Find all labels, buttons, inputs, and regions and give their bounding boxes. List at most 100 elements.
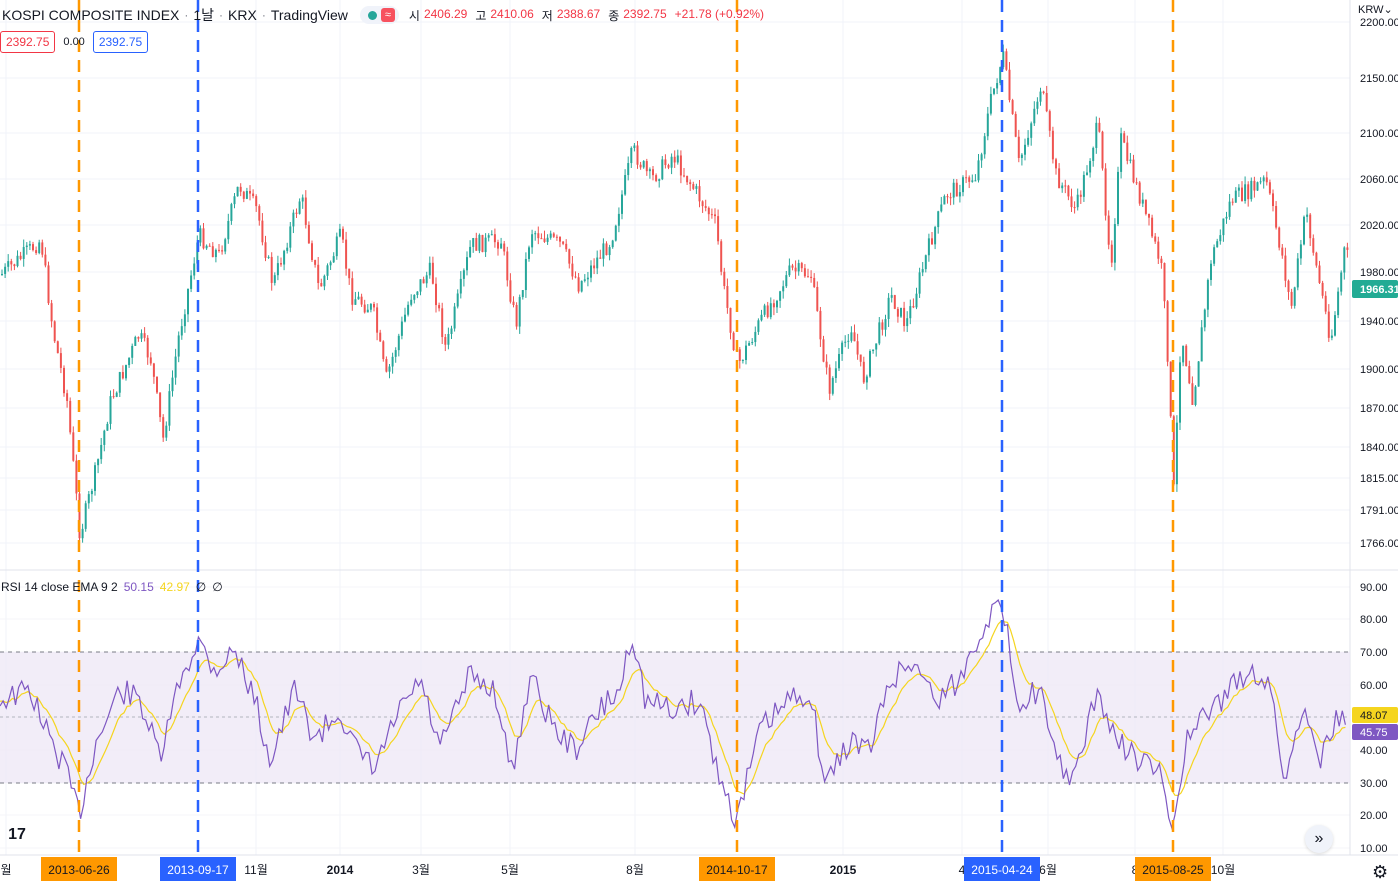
interval-label[interactable]: 1날 [193,7,215,23]
candle-body [769,303,772,318]
candle-body [515,304,518,327]
exchange-label: KRX [228,7,257,23]
sell-button[interactable]: 2392.75 [0,31,56,53]
gear-icon[interactable]: ⚙ [1372,862,1389,882]
currency-selector[interactable]: KRW⌄ [1358,4,1393,16]
candle-body [180,326,183,336]
date-marker-badge [160,857,236,881]
candle-body [729,307,732,333]
candle-body [13,264,16,267]
candle-body [97,459,100,466]
candle-body [227,220,230,240]
candle-body [534,233,537,235]
candle-body [66,393,69,401]
candle-body [103,430,106,445]
candle-body [1117,171,1119,225]
candle-body [345,239,348,269]
candle-body [357,296,360,300]
candle-body [996,83,999,89]
candle-body [1,273,3,275]
candle-body [258,206,261,221]
candle-body [692,184,695,189]
candle-body [165,425,168,438]
candle-body [84,503,87,529]
candle-body [1299,244,1302,259]
candle-body [214,249,217,258]
candle-body [512,301,515,305]
candle-body [1250,180,1253,200]
candle-body [1113,224,1116,263]
market-open-dot-icon [367,10,377,20]
market-status-pill[interactable]: ≈ [359,6,399,24]
candle-body [1008,69,1011,101]
buy-button[interactable]: 2392.75 [92,31,149,53]
candle-body [469,246,472,258]
date-marker-badge [1135,857,1211,881]
candle-body [140,333,143,339]
candle-body [611,240,614,248]
candle-body [307,224,310,244]
candle-body [407,304,410,315]
candle-body [38,242,41,254]
candle-body [1126,142,1129,161]
tradingview-logo-icon[interactable]: 17 [8,826,26,843]
candle-body [841,342,844,354]
candle-body [887,297,890,320]
candle-body [782,286,785,292]
candle-body [280,263,282,265]
candle-body [1318,265,1321,283]
candle-body [577,277,580,292]
candle-body [785,275,788,287]
candle-body [1104,168,1107,216]
candle-body [642,161,645,168]
candle-body [413,294,416,300]
candle-body [760,314,763,321]
candle-body [1213,247,1216,264]
candle-body [428,262,431,276]
candle-body [1132,159,1135,183]
candle-body [382,341,385,360]
candle-body [1005,51,1008,70]
candle-body [555,236,558,238]
candle-body [1216,241,1219,248]
candle-body [741,360,744,362]
candle-body [698,186,701,202]
candle-body [456,293,459,307]
candle-body [366,309,369,313]
symbol-name[interactable]: KOSPI COMPOSITE INDEX [2,7,180,23]
candle-body [1309,214,1312,239]
time-tick-label: 11월 [244,863,268,877]
candle-body [1259,181,1262,183]
candle-body [168,391,171,426]
candle-body [1324,295,1327,312]
candle-body [335,236,338,257]
candle-body [44,254,47,266]
rsi-title[interactable]: RSI 14 close EMA 9 2 [1,580,118,594]
candle-body [875,343,878,350]
candle-body [28,244,31,246]
candle-body [373,303,375,308]
double-chevron-right-icon[interactable]: » [1305,825,1333,853]
time-tick-label: 6월 [1039,863,1057,877]
candle-body [264,242,267,258]
source-label: TradingView [270,7,348,23]
candle-body [906,318,909,327]
candle-body [559,236,561,242]
time-tick-label: 4 [959,863,966,877]
time-tick-label: 월 [0,863,11,877]
candle-body [1141,199,1144,204]
candle-body [590,265,592,278]
candle-body [552,233,555,237]
time-tick-label: 2014 [327,863,354,877]
candle-body [16,255,19,267]
rsi-extra-1: ∅ [195,580,207,594]
candle-body [813,277,816,287]
candle-body [1061,185,1064,189]
candle-body [893,295,896,309]
rsi-value-badge [1352,724,1398,740]
candle-body [679,155,682,176]
price-tick-label: 2060.00 [1360,174,1398,186]
candle-body [1092,147,1095,161]
candle-body [112,396,115,398]
